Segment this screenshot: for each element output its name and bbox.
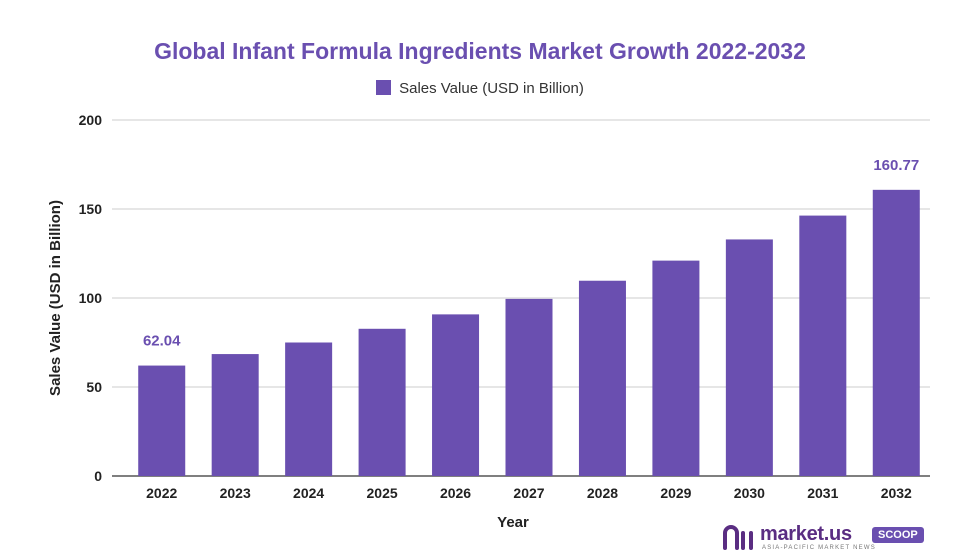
data-label: 62.04 [143, 333, 181, 350]
y-axis-title: Sales Value (USD in Billion) [47, 200, 64, 396]
y-tick-label: 0 [94, 468, 102, 484]
chart-legend: Sales Value (USD in Billion) [0, 80, 960, 97]
market-us-logo: market.us SCOOP ASIA-PACIFIC MARKET NEWS [722, 522, 942, 556]
bar [578, 280, 626, 476]
x-tick-label: 2029 [660, 485, 691, 501]
x-tick-label: 2028 [587, 485, 618, 501]
bar [652, 260, 700, 476]
x-axis-title: Year [497, 514, 529, 531]
bar [799, 215, 847, 476]
y-tick-label: 50 [86, 379, 102, 395]
bar [358, 328, 406, 476]
bar [138, 365, 186, 476]
x-tick-label: 2025 [367, 485, 398, 501]
x-tick-label: 2031 [807, 485, 838, 501]
data-label: 160.77 [873, 157, 919, 174]
x-tick-label: 2024 [293, 485, 324, 501]
bar [211, 354, 259, 476]
x-tick-label: 2026 [440, 485, 471, 501]
bar [725, 239, 773, 476]
logo-tagline: ASIA-PACIFIC MARKET NEWS [762, 545, 876, 551]
chart-title: Global Infant Formula Ingredients Market… [154, 38, 806, 64]
x-tick-label: 2027 [513, 485, 544, 501]
x-tick-label: 2030 [734, 485, 765, 501]
legend-swatch [376, 80, 392, 95]
market-us-logo-icon [723, 525, 753, 550]
logo-badge: SCOOP [872, 527, 924, 543]
y-tick-label: 100 [79, 290, 103, 306]
bar [285, 342, 333, 476]
bar [432, 314, 480, 476]
y-tick-label: 200 [79, 112, 103, 128]
legend-label: Sales Value (USD in Billion) [399, 80, 584, 97]
x-tick-label: 2023 [220, 485, 251, 501]
bar [872, 189, 920, 476]
x-tick-label: 2032 [881, 485, 912, 501]
logo-wordmark: market.us [760, 523, 852, 545]
x-tick-label: 2022 [146, 485, 177, 501]
y-tick-label: 150 [79, 201, 103, 217]
bar [505, 298, 553, 476]
